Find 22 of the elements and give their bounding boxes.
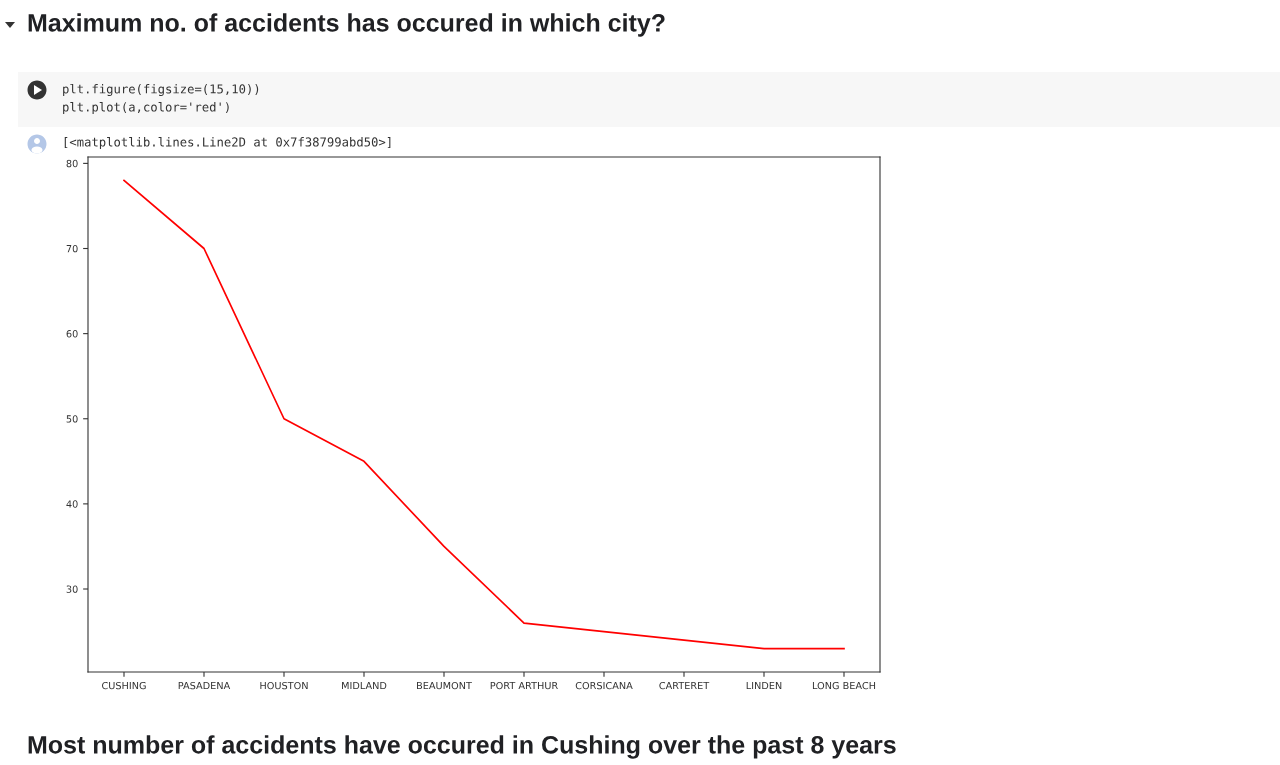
x-tick-label: PASADENA — [178, 681, 231, 690]
y-tick-label: 60 — [66, 330, 78, 338]
y-tick-label: 80 — [66, 159, 78, 168]
text: plt.plot(a,color='red') — [63, 102, 229, 114]
y-tick-label: 50 — [66, 415, 78, 423]
x-tick-label: CARTERET — [659, 681, 710, 690]
x-tick-label: CORSICANA — [575, 681, 633, 690]
y-tick-label: 70 — [66, 244, 78, 253]
chart-title: Maximum no. of accidents has occured in which city? — [28, 13, 665, 37]
x-tick-label: LONG BEACH — [812, 681, 876, 690]
y-tick-label: 40 — [66, 500, 78, 508]
x-tick-label: PORT ARTHUR — [490, 681, 558, 690]
line-series — [123, 179, 845, 650]
x-tick-label: LINDEN — [746, 682, 782, 690]
y-tick-label: 30 — [66, 585, 78, 593]
x-tick-label: HOUSTON — [260, 681, 308, 690]
x-tick-label: CUSHING — [102, 681, 146, 690]
text: Most number of accidents have occured in Cushing over the past 8 years — [28, 735, 896, 759]
text: plt.figure(figsize=(15,10)) — [63, 84, 259, 96]
x-tick-label: BEAUMONT — [417, 681, 472, 690]
x-tick-label: MIDLAND — [342, 682, 387, 690]
text: [<matplotlib.lines.Line2D at 0x7f38799abd50>] — [64, 137, 391, 149]
